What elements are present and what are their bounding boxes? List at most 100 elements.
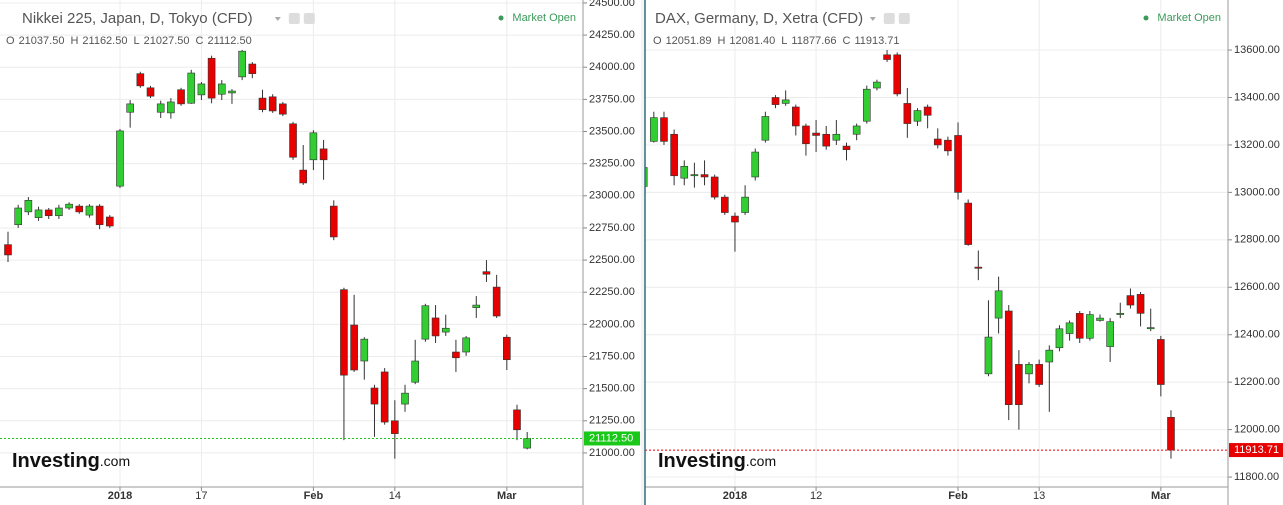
ohlc-value: 11913.71 <box>854 35 899 47</box>
candle-body <box>380 371 389 423</box>
settings-icon <box>883 13 895 24</box>
candle-body <box>781 99 790 104</box>
watermark-suffix: .com <box>746 453 776 469</box>
candle-body <box>441 327 450 333</box>
x-tick-label: 13 <box>1033 490 1045 502</box>
ohlc-key: L <box>781 35 787 47</box>
candle-body <box>791 106 800 127</box>
candle-body <box>751 151 760 178</box>
candle-body <box>873 81 881 89</box>
ohlc-key: C <box>196 35 204 47</box>
market-status: Market Open <box>512 12 576 24</box>
candle-body <box>391 420 399 434</box>
y-tick-label: 13400.00 <box>1234 91 1280 103</box>
last-price-label: 11913.71 <box>1234 444 1279 456</box>
y-tick-label: 21000.00 <box>589 447 635 459</box>
status-dot <box>1143 15 1149 21</box>
x-tick-label: Feb <box>948 490 968 502</box>
candle-body <box>721 196 729 213</box>
candle-body <box>660 117 668 142</box>
x-tick-label: 17 <box>195 490 207 502</box>
candle-body <box>268 96 277 112</box>
ohlc-value: 21162.50 <box>82 35 127 47</box>
candle-body <box>1015 364 1023 405</box>
candle-body <box>34 209 43 218</box>
panel-gap <box>641 0 644 505</box>
candle-body <box>248 63 257 74</box>
ohlc-key: H <box>70 35 78 47</box>
candle-body <box>1146 327 1155 330</box>
candle-body <box>462 337 470 353</box>
watermark-main: Investing <box>12 450 100 472</box>
candle-body <box>329 205 338 238</box>
candle-body <box>944 139 952 152</box>
x-tick-label: 2018 <box>723 490 747 502</box>
candle-body <box>340 289 348 376</box>
settings-icon <box>898 13 910 24</box>
candle-body <box>95 205 104 226</box>
ohlc-key: L <box>133 35 139 47</box>
candle-body <box>852 125 861 135</box>
candle-body <box>24 200 33 213</box>
candle-body <box>228 90 236 94</box>
candle-body <box>350 324 358 371</box>
candle-body <box>680 165 689 179</box>
candle-body <box>1035 364 1043 385</box>
candle-body <box>1096 317 1104 321</box>
market-status: Market Open <box>1157 12 1221 24</box>
candle-body <box>984 336 993 375</box>
ohlc-header: O 12051.89 H 12081.40 L 11877.66 C 11913.71 <box>653 35 900 47</box>
y-tick-label: 13600.00 <box>1234 44 1280 56</box>
y-tick-label: 12600.00 <box>1234 281 1280 293</box>
y-tick-label: 12200.00 <box>1234 376 1280 388</box>
candle-body <box>482 271 491 275</box>
watermark-main: Investing <box>658 450 746 472</box>
last-price-label: 21112.50 <box>589 432 633 444</box>
candle-body <box>883 54 891 60</box>
last-price-box <box>1229 443 1283 458</box>
candle-body <box>136 73 145 87</box>
settings-icon <box>288 13 300 24</box>
candle-body <box>279 103 287 115</box>
ohlc-key: H <box>717 35 725 47</box>
candle-body <box>832 133 841 141</box>
candle-body <box>842 145 851 150</box>
candle-body <box>411 360 420 383</box>
candle-body <box>650 117 658 142</box>
candle-body <box>670 133 678 177</box>
candle-body <box>370 387 379 405</box>
x-tick-label: Mar <box>497 490 517 502</box>
ohlc-value: 21027.50 <box>144 35 190 47</box>
candle-body <box>238 50 246 78</box>
dropdown-arrow <box>869 17 876 21</box>
dropdown-arrow <box>274 17 281 21</box>
ohlc-value: 12081.40 <box>729 35 775 47</box>
candle-body <box>299 169 308 184</box>
y-tick-label: 13000.00 <box>1234 186 1280 198</box>
y-tick-label: 24250.00 <box>589 29 635 41</box>
candle-body <box>1025 364 1033 375</box>
last-price-box <box>584 431 640 446</box>
candle-body <box>1045 349 1054 363</box>
plot <box>0 0 583 487</box>
candle-body <box>731 215 739 223</box>
candle-body <box>187 72 196 104</box>
y-tick-label: 24000.00 <box>589 61 635 73</box>
candle-body <box>893 54 902 95</box>
candle-body <box>421 305 430 340</box>
candle-body <box>923 106 932 116</box>
candle-body <box>1086 314 1094 339</box>
candle-body <box>1116 313 1125 315</box>
candle-body <box>700 174 709 178</box>
y-tick-label: 21250.00 <box>589 415 635 427</box>
candle-body <box>994 290 1003 319</box>
x-tick-label: 12 <box>810 490 822 502</box>
candle-body <box>913 110 922 122</box>
candle-body <box>146 87 155 97</box>
candle-body <box>1126 295 1135 306</box>
candle-body <box>822 133 831 147</box>
ohlc-value: 21037.50 <box>19 35 65 47</box>
candle-body <box>761 116 770 141</box>
y-tick-label: 22000.00 <box>589 318 635 330</box>
